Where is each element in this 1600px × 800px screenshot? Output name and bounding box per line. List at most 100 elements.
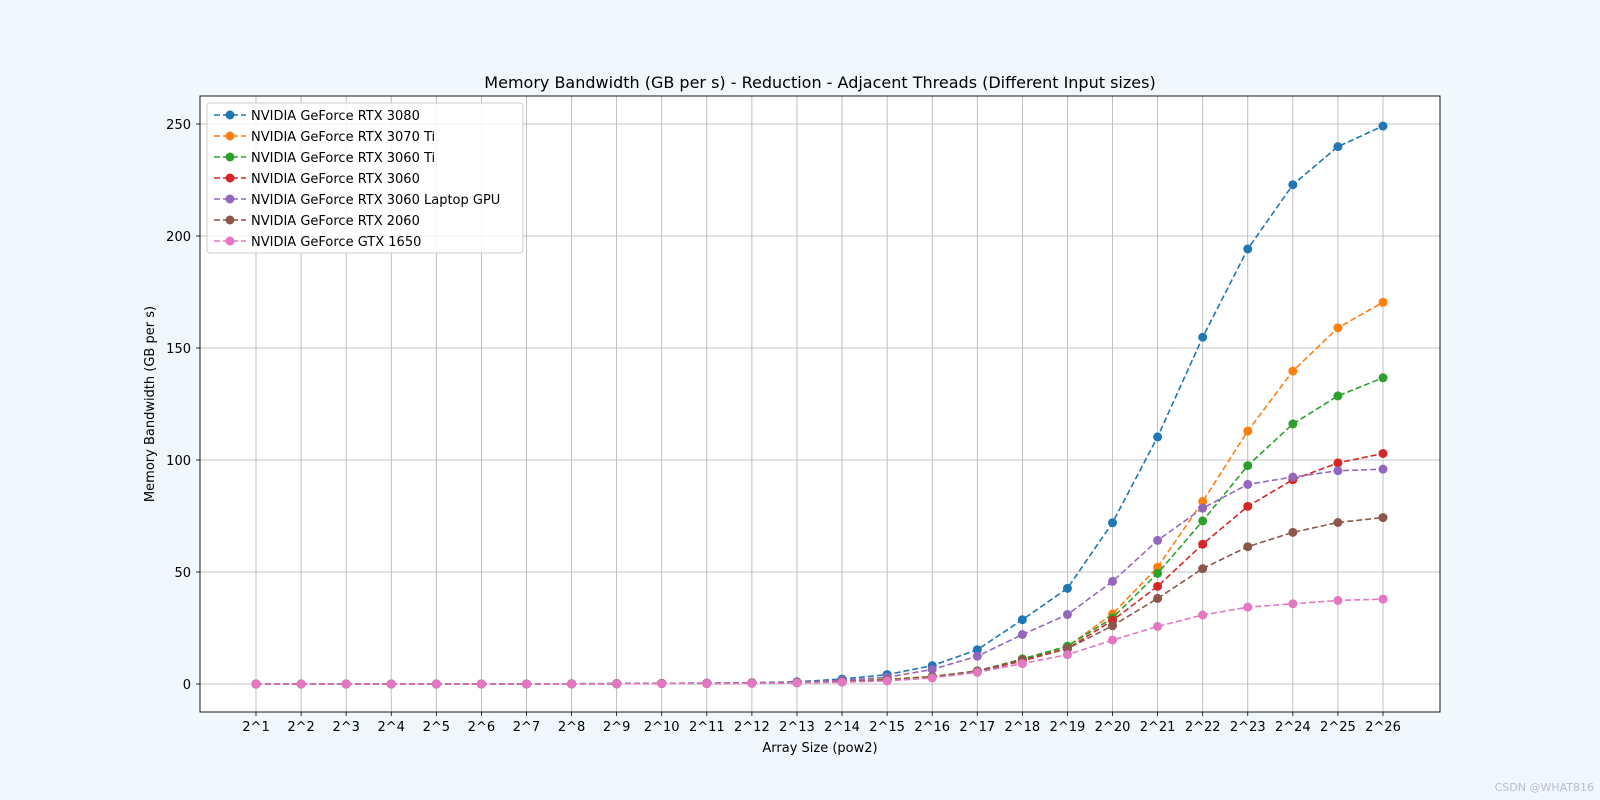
series-line bbox=[256, 125, 1384, 685]
data-point bbox=[1288, 419, 1298, 429]
legend-marker bbox=[225, 236, 235, 246]
x-tick-label: 2^22 bbox=[1185, 720, 1221, 735]
data-point bbox=[476, 679, 486, 689]
y-axis-label: Memory Bandwidth (GB per s) bbox=[143, 306, 158, 502]
data-point bbox=[386, 679, 396, 689]
legend-item: NVIDIA GeForce RTX 3060 Laptop GPU bbox=[214, 193, 500, 208]
data-point bbox=[657, 679, 667, 689]
x-tick-label: 2^19 bbox=[1050, 720, 1086, 735]
x-tick-label: 2^23 bbox=[1230, 720, 1266, 735]
legend-item: NVIDIA GeForce GTX 1650 bbox=[214, 235, 421, 250]
data-point bbox=[1198, 539, 1208, 549]
chart-title: Memory Bandwidth (GB per s) - Reduction … bbox=[484, 73, 1155, 92]
data-point bbox=[1017, 629, 1027, 639]
legend-marker bbox=[225, 173, 235, 183]
legend-label: NVIDIA GeForce RTX 2060 bbox=[251, 214, 420, 229]
legend-item: NVIDIA GeForce RTX 3060 Ti bbox=[214, 151, 435, 166]
data-point bbox=[1378, 449, 1388, 459]
data-point bbox=[1243, 501, 1253, 511]
data-point bbox=[1062, 583, 1072, 593]
y-tick-label: 200 bbox=[166, 230, 191, 245]
y-tick-label: 150 bbox=[166, 342, 191, 357]
legend-item: NVIDIA GeForce RTX 3080 bbox=[214, 109, 420, 124]
data-point bbox=[1153, 535, 1163, 545]
data-point bbox=[1333, 517, 1343, 527]
data-point bbox=[1333, 595, 1343, 605]
data-point bbox=[1108, 621, 1118, 631]
legend-marker bbox=[225, 131, 235, 141]
data-point bbox=[1198, 503, 1208, 513]
data-point bbox=[1153, 568, 1163, 578]
x-tick-label: 2^3 bbox=[332, 720, 359, 735]
data-point bbox=[1153, 621, 1163, 631]
legend-marker bbox=[225, 152, 235, 162]
data-point bbox=[1198, 516, 1208, 526]
data-point bbox=[1333, 323, 1343, 333]
data-point bbox=[1198, 332, 1208, 342]
series-7 bbox=[251, 594, 1388, 689]
data-point bbox=[1333, 458, 1343, 468]
x-tick-label: 2^8 bbox=[558, 720, 585, 735]
x-tick-label: 2^18 bbox=[1005, 720, 1041, 735]
data-point bbox=[1153, 432, 1163, 442]
data-point bbox=[1378, 373, 1388, 383]
data-point bbox=[431, 679, 441, 689]
x-tick-label: 2^26 bbox=[1365, 720, 1401, 735]
data-point bbox=[1017, 659, 1027, 669]
data-point bbox=[1243, 602, 1253, 612]
data-point bbox=[1198, 564, 1208, 574]
data-point bbox=[1243, 461, 1253, 471]
data-point bbox=[1243, 426, 1253, 436]
x-tick-label: 2^10 bbox=[644, 720, 680, 735]
data-point bbox=[972, 651, 982, 661]
data-point bbox=[1153, 581, 1163, 591]
data-point bbox=[1333, 466, 1343, 476]
legend-label: NVIDIA GeForce RTX 3060 bbox=[251, 172, 420, 187]
data-point bbox=[747, 678, 757, 688]
legend-item: NVIDIA GeForce RTX 3070 Ti bbox=[214, 130, 435, 145]
data-point bbox=[1288, 180, 1298, 190]
legend-label: NVIDIA GeForce GTX 1650 bbox=[251, 235, 421, 250]
x-tick-label: 2^24 bbox=[1275, 720, 1311, 735]
x-tick-label: 2^2 bbox=[287, 720, 314, 735]
x-tick-label: 2^7 bbox=[513, 720, 540, 735]
data-point bbox=[251, 679, 261, 689]
x-tick-label: 2^25 bbox=[1320, 720, 1356, 735]
data-point bbox=[1017, 615, 1027, 625]
legend: NVIDIA GeForce RTX 3080 NVIDIA GeForce RT… bbox=[206, 102, 524, 254]
data-point bbox=[1378, 297, 1388, 307]
data-point bbox=[1108, 518, 1118, 528]
watermark-text: CSDN @WHAT816 bbox=[1494, 781, 1594, 794]
legend-item: NVIDIA GeForce RTX 3060 bbox=[214, 172, 420, 187]
x-tick-label: 2^16 bbox=[914, 720, 950, 735]
data-point bbox=[927, 673, 937, 683]
legend-label: NVIDIA GeForce RTX 3070 Ti bbox=[251, 130, 435, 145]
x-tick-label: 2^21 bbox=[1140, 720, 1176, 735]
legend-item: NVIDIA GeForce RTX 2060 bbox=[214, 214, 420, 229]
x-tick-label: 2^14 bbox=[824, 720, 860, 735]
data-point bbox=[837, 677, 847, 687]
y-tick-label: 50 bbox=[174, 566, 191, 581]
data-point bbox=[1243, 479, 1253, 489]
x-tick-label: 2^15 bbox=[869, 720, 905, 735]
x-tick-label: 2^20 bbox=[1095, 720, 1131, 735]
legend-marker bbox=[225, 110, 235, 120]
legend-marker bbox=[225, 194, 235, 204]
data-point bbox=[1198, 610, 1208, 620]
x-tick-label: 2^4 bbox=[378, 720, 405, 735]
data-point bbox=[1288, 527, 1298, 537]
series-line bbox=[256, 598, 1384, 685]
x-tick-label: 2^5 bbox=[423, 720, 450, 735]
data-point bbox=[1378, 513, 1388, 523]
data-point bbox=[1153, 593, 1163, 603]
data-point bbox=[567, 679, 577, 689]
legend-box bbox=[206, 102, 524, 254]
legend-marker bbox=[225, 215, 235, 225]
legend-label: NVIDIA GeForce RTX 3060 Laptop GPU bbox=[251, 193, 500, 208]
x-tick-label: 2^1 bbox=[242, 720, 269, 735]
y-tick-label: 250 bbox=[166, 118, 191, 133]
x-tick-label: 2^13 bbox=[779, 720, 815, 735]
x-tick-label: 2^9 bbox=[603, 720, 630, 735]
axes-frame bbox=[199, 95, 1441, 713]
